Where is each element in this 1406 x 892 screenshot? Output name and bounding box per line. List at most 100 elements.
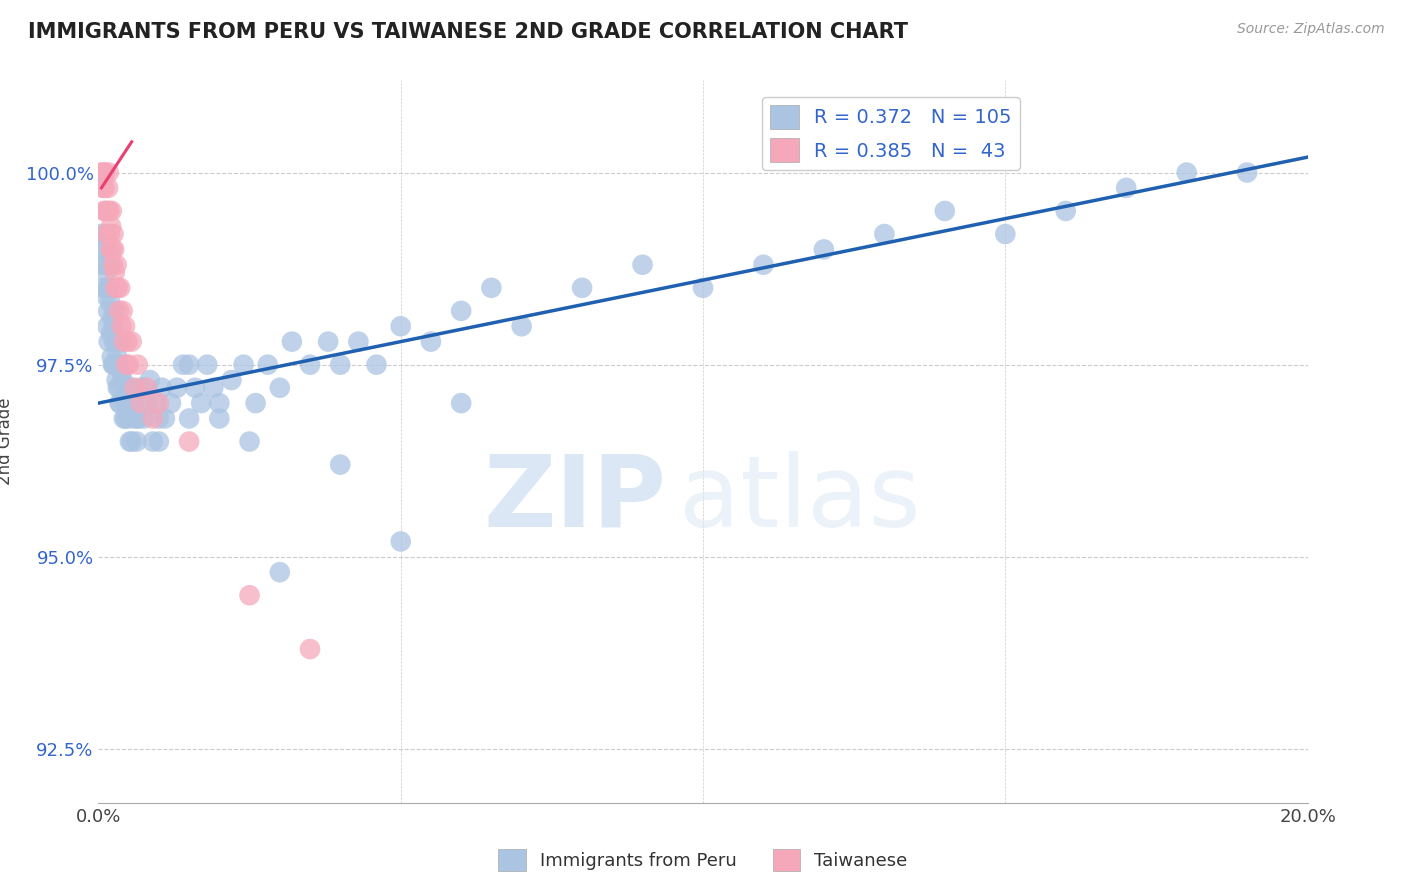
Point: [132, 411, 155, 425]
Point: [97, 165, 120, 179]
Point: [389, 319, 412, 334]
Point: [104, 265, 127, 279]
Point: [94, 227, 117, 241]
Point: [93, 281, 115, 295]
Point: [97, 181, 120, 195]
Point: [510, 319, 533, 334]
Point: [103, 227, 125, 241]
Point: [239, 434, 262, 449]
Point: [256, 358, 278, 372]
Point: [366, 358, 388, 372]
Point: [148, 396, 170, 410]
Point: [125, 434, 148, 449]
Point: [100, 296, 122, 310]
Point: [148, 411, 170, 425]
Point: [316, 334, 339, 349]
Point: [103, 334, 125, 349]
Point: [112, 334, 135, 349]
Point: [111, 304, 134, 318]
Point: [420, 334, 443, 349]
Point: [127, 411, 149, 425]
Point: [232, 358, 254, 372]
Point: [91, 243, 114, 257]
Point: [98, 258, 121, 272]
Point: [202, 381, 225, 395]
Point: [121, 434, 143, 449]
Point: [631, 258, 654, 272]
Point: [114, 319, 136, 334]
Point: [93, 258, 115, 272]
Point: [108, 281, 131, 295]
Point: [105, 258, 128, 272]
Point: [101, 258, 124, 272]
Point: [245, 396, 267, 410]
Point: [111, 373, 134, 387]
Point: [108, 396, 131, 410]
Point: [148, 434, 170, 449]
Point: [94, 203, 117, 218]
Point: [121, 334, 143, 349]
Point: [107, 281, 129, 295]
Point: [108, 334, 131, 349]
Point: [160, 396, 183, 410]
Point: [129, 396, 152, 410]
Point: [299, 642, 322, 657]
Point: [96, 243, 118, 257]
Point: [105, 373, 128, 387]
Point: [114, 411, 136, 425]
Point: [94, 288, 117, 302]
Point: [104, 358, 127, 372]
Point: [101, 358, 124, 372]
Point: [179, 434, 201, 449]
Point: [389, 534, 412, 549]
Text: IMMIGRANTS FROM PERU VS TAIWANESE 2ND GRADE CORRELATION CHART: IMMIGRANTS FROM PERU VS TAIWANESE 2ND GR…: [28, 22, 908, 42]
Point: [118, 434, 141, 449]
Point: [101, 311, 124, 326]
Point: [91, 181, 114, 195]
Point: [166, 381, 188, 395]
Point: [450, 304, 472, 318]
Point: [813, 243, 835, 257]
Point: [142, 434, 165, 449]
Point: [96, 281, 118, 295]
Point: [1236, 165, 1258, 179]
Point: [172, 358, 194, 372]
Point: [100, 350, 122, 364]
Point: [124, 381, 146, 395]
Point: [107, 381, 129, 395]
Point: [142, 411, 165, 425]
Point: [94, 165, 117, 179]
Point: [873, 227, 896, 241]
Point: [96, 319, 118, 334]
Point: [104, 304, 127, 318]
Point: [98, 281, 121, 295]
Point: [122, 411, 145, 425]
Point: [103, 243, 125, 257]
Point: [91, 165, 114, 179]
Point: [239, 588, 262, 602]
Point: [97, 334, 120, 349]
Point: [1175, 165, 1198, 179]
Point: [96, 265, 118, 279]
Y-axis label: 2nd Grade: 2nd Grade: [0, 398, 14, 485]
Point: [481, 281, 503, 295]
Point: [269, 381, 291, 395]
Point: [112, 411, 135, 425]
Point: [100, 326, 122, 341]
Point: [329, 358, 352, 372]
Point: [221, 373, 243, 387]
Point: [104, 334, 127, 349]
Point: [139, 373, 162, 387]
Text: ZIP: ZIP: [484, 450, 666, 548]
Point: [108, 396, 131, 410]
Text: Source: ZipAtlas.com: Source: ZipAtlas.com: [1237, 22, 1385, 37]
Point: [115, 358, 138, 372]
Point: [100, 219, 122, 234]
Point: [98, 203, 121, 218]
Point: [153, 411, 176, 425]
Point: [117, 411, 139, 425]
Point: [184, 381, 207, 395]
Point: [994, 227, 1017, 241]
Point: [208, 396, 231, 410]
Point: [269, 565, 291, 579]
